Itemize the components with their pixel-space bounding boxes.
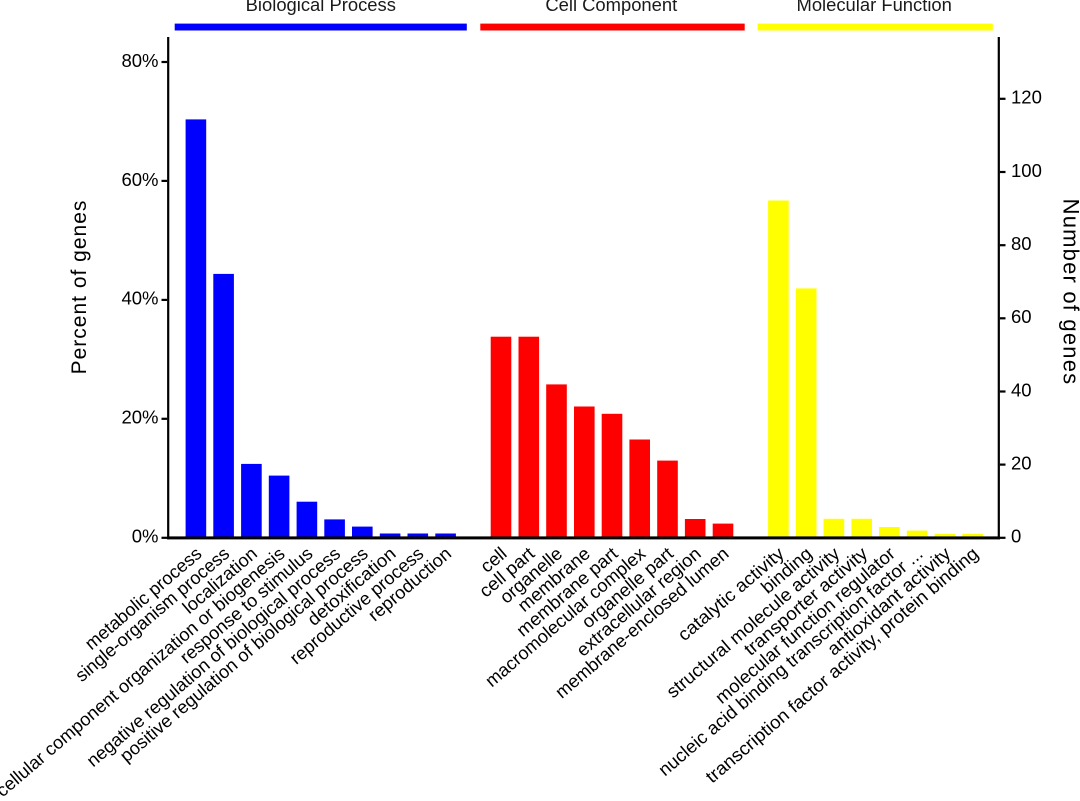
svg-text:60%: 60% xyxy=(121,169,158,190)
svg-text:40: 40 xyxy=(1011,379,1032,400)
svg-text:Cell Component: Cell Component xyxy=(545,0,677,15)
svg-text:20: 20 xyxy=(1011,452,1032,473)
svg-text:60: 60 xyxy=(1011,306,1032,327)
svg-text:40%: 40% xyxy=(121,288,158,309)
svg-text:120: 120 xyxy=(1011,87,1042,108)
svg-text:100: 100 xyxy=(1011,160,1042,181)
svg-text:80: 80 xyxy=(1011,233,1032,254)
svg-text:0: 0 xyxy=(1011,526,1021,547)
svg-text:Molecular Function: Molecular Function xyxy=(797,0,952,15)
svg-text:Number of genes: Number of genes xyxy=(1059,199,1080,386)
svg-text:Biological Process: Biological Process xyxy=(246,0,396,15)
svg-text:0%: 0% xyxy=(132,526,159,547)
svg-text:20%: 20% xyxy=(121,407,158,428)
svg-text:Percent of genes: Percent of genes xyxy=(68,200,91,375)
svg-text:80%: 80% xyxy=(121,50,158,71)
